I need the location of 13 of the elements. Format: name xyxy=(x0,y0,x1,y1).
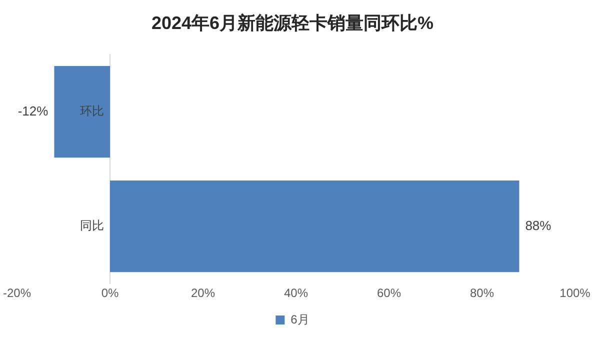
x-tick-label: 40% xyxy=(284,286,308,300)
x-tick-label: 100% xyxy=(560,286,591,300)
x-tick-label: 0% xyxy=(101,286,120,300)
data-label: -12% xyxy=(18,103,49,118)
x-tick-label: 20% xyxy=(190,286,216,300)
chart-title: 2024年6月新能源轻卡销量同环比% xyxy=(151,12,434,33)
x-tick-label: -20% xyxy=(3,286,32,300)
y-tick-label: 环比 xyxy=(80,104,104,118)
x-tick-label: 60% xyxy=(376,286,402,300)
legend-label: 6月 xyxy=(290,312,310,326)
y-tick-label: 同比 xyxy=(80,218,104,233)
x-tick-label: 80% xyxy=(470,286,494,300)
data-label: 88% xyxy=(525,218,552,233)
